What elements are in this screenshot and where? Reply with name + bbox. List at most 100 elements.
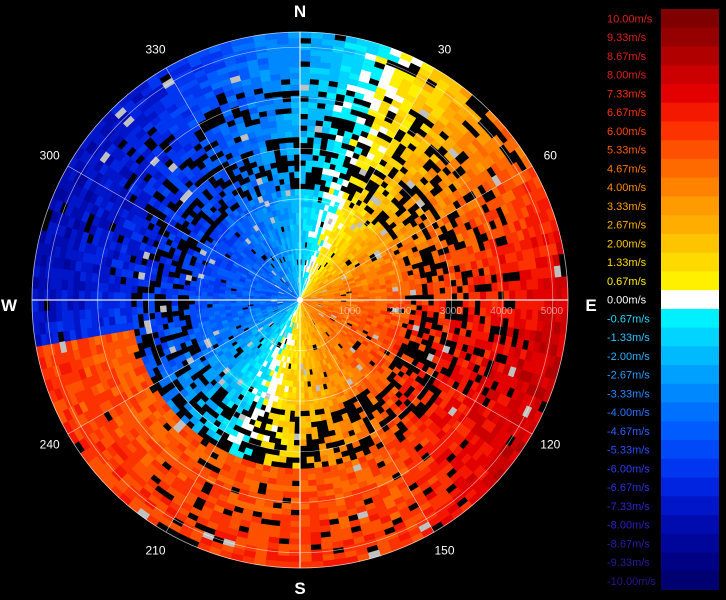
radar-bin: [293, 445, 301, 452]
radar-bin: [286, 444, 294, 452]
radar-bin: [290, 95, 301, 103]
radar-bin: [280, 514, 291, 522]
radar-bin: [424, 321, 433, 330]
radar-bin: [327, 423, 336, 432]
radar-bin: [259, 116, 269, 125]
radar-bin: [283, 177, 291, 185]
radar-bin: [333, 104, 344, 113]
radar-bin: [119, 291, 126, 301]
radar-bin: [416, 299, 423, 306]
radar-bin: [292, 468, 301, 476]
radar-bin: [114, 267, 123, 277]
radar-bin: [279, 72, 291, 80]
radar-bin: [284, 183, 291, 191]
radar-bin: [185, 214, 195, 224]
radar-bin: [309, 520, 321, 528]
radar-bin: [165, 287, 173, 295]
radar-bin: [299, 532, 311, 540]
radar-bin: [339, 166, 349, 175]
radar-bin: [284, 125, 293, 133]
radar-bin: [165, 293, 173, 301]
radar-bin: [183, 309, 191, 316]
radar-bin: [472, 314, 481, 324]
radar-bin: [154, 286, 162, 295]
radar-bin: [313, 461, 323, 469]
radar-bin: [291, 206, 297, 214]
radar-bin: [136, 306, 144, 315]
radar-bin: [119, 283, 127, 293]
radar-bin: [275, 113, 285, 122]
radar-bin: [283, 119, 293, 127]
radar-bin: [130, 306, 138, 316]
radar-bin: [491, 282, 499, 292]
radar-bin: [276, 467, 286, 475]
radar-bin: [277, 172, 285, 180]
radar-bin: [514, 309, 522, 320]
radar-bin: [282, 426, 290, 434]
radar-bin: [294, 259, 298, 266]
radar-bin: [526, 289, 534, 301]
radar-bin: [311, 160, 319, 168]
radar-bin: [424, 181, 435, 192]
radar-bin: [483, 323, 491, 334]
radar-bin: [308, 508, 320, 516]
radar-bin: [531, 278, 539, 291]
radar-bin: [270, 513, 282, 521]
radar-bin: [299, 468, 308, 476]
radar-bin: [307, 113, 317, 121]
radar-bin: [280, 508, 292, 516]
radar-bin: [312, 148, 321, 156]
radar-bin: [375, 292, 382, 298]
radar-bin: [113, 283, 121, 293]
radar-bin: [409, 284, 417, 291]
radar-bin: [60, 299, 68, 311]
radar-bin: [78, 289, 85, 301]
radar-bin: [496, 273, 504, 284]
radar-bin: [95, 281, 104, 292]
radar-bin: [467, 276, 475, 286]
radar-bin: [308, 90, 319, 98]
radar-bin: [421, 299, 429, 306]
radar-bin: [299, 503, 310, 511]
radar-bin: [159, 305, 167, 313]
radar-bin: [313, 137, 322, 145]
radar-bin: [95, 299, 103, 310]
radar-bin: [299, 165, 307, 173]
radar-bin: [183, 284, 191, 291]
radar-bin: [485, 291, 493, 301]
radar-bin: [526, 309, 534, 321]
radar-bin: [192, 205, 202, 215]
radar-bin: [306, 456, 315, 464]
radar-bin: [290, 404, 296, 411]
radar-bin: [279, 66, 291, 74]
radar-bin: [308, 502, 319, 510]
radar-bin: [189, 308, 197, 315]
radar-bin: [267, 412, 276, 420]
radar-bin: [66, 289, 74, 301]
radar-bin: [456, 306, 464, 315]
radar-ppi-display[interactable]: 1000 2000 3000 4000 5000 3060120150210240300…: [0, 0, 600, 600]
radar-bin: [279, 526, 291, 534]
radar-bin: [386, 291, 394, 297]
radar-bin: [294, 410, 301, 417]
radar-bin: [502, 281, 510, 292]
radar-bin: [72, 289, 80, 301]
radar-bin: [240, 170, 250, 179]
radar-bin: [214, 185, 224, 195]
radar-bin: [200, 307, 208, 314]
radar-bin: [401, 337, 410, 345]
radar-bin: [299, 171, 306, 179]
radar-bin: [273, 496, 284, 504]
radar-bin: [307, 125, 316, 133]
radar-bin: [190, 165, 202, 176]
radar-bin: [84, 299, 91, 310]
radar-bin: [302, 259, 306, 266]
radar-bin: [282, 485, 293, 493]
radar-bin: [421, 304, 429, 312]
radar-bin: [409, 289, 417, 296]
radar-bin: [307, 479, 317, 487]
radar-bin: [154, 311, 162, 320]
radar-bin: [138, 326, 147, 336]
radar-bin: [290, 497, 301, 505]
radar-bin: [264, 423, 273, 432]
